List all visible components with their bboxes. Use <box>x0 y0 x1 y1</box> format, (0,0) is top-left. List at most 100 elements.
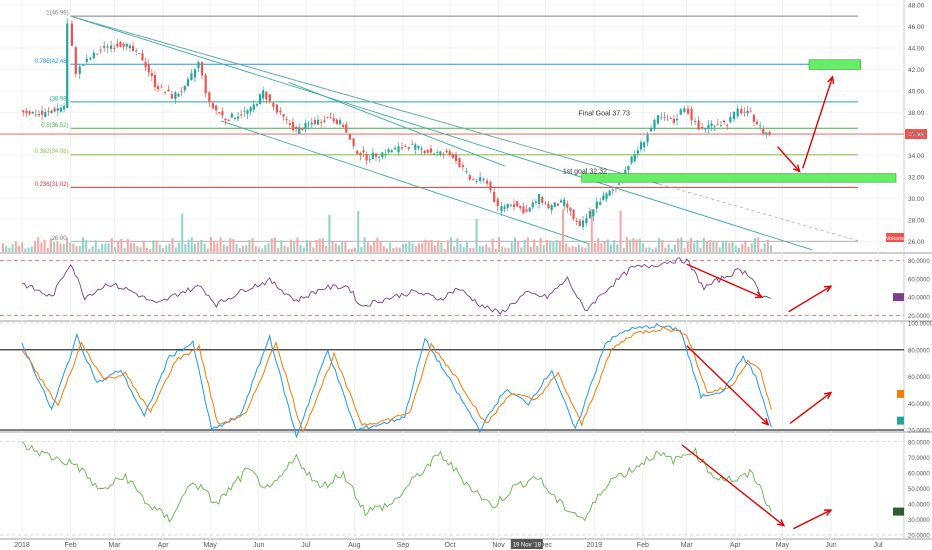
volume-bar <box>248 240 251 252</box>
volume-bar <box>763 243 766 252</box>
volume-bar <box>629 239 632 252</box>
volume-bar <box>88 248 91 252</box>
volume-bar <box>120 239 123 252</box>
candle-body <box>740 109 743 114</box>
volume-bar <box>94 240 97 252</box>
candle-body <box>28 111 31 114</box>
candle-body <box>519 205 522 208</box>
candle-body <box>630 156 633 164</box>
candle-body <box>275 104 278 113</box>
candle-body <box>578 220 581 226</box>
volume-bar <box>178 243 180 252</box>
candle-body <box>255 103 258 106</box>
volume-bar <box>184 244 187 252</box>
volume-bar <box>350 248 353 252</box>
candle-body <box>394 147 397 150</box>
volume-bar <box>382 246 385 252</box>
candle-body <box>345 124 348 133</box>
volume-bar <box>222 244 225 252</box>
candle-body <box>445 150 448 153</box>
candle-body <box>298 127 301 134</box>
fib-level-label: 1(46.96) <box>46 11 68 17</box>
volume-bar <box>437 240 440 252</box>
volume-bar <box>619 210 622 252</box>
candle-body <box>320 122 323 124</box>
candle-body <box>500 206 503 212</box>
volume-bar <box>462 246 465 252</box>
x-tick-label: May <box>776 542 790 549</box>
x-tick-label: Dec <box>539 542 552 549</box>
price-tick-label: 40.00 <box>908 88 925 95</box>
volume-bar <box>597 238 600 252</box>
candle-body <box>461 165 465 167</box>
candle-body <box>686 108 690 114</box>
candle-body <box>368 159 371 161</box>
candle-body <box>268 94 271 102</box>
candle-body <box>442 153 445 155</box>
volume-bar <box>75 246 78 252</box>
candle-body <box>605 193 608 199</box>
stoch-forecast-arrow <box>789 391 832 424</box>
candle-body <box>128 45 132 49</box>
candle-body <box>384 153 387 155</box>
volume-bar <box>574 246 577 252</box>
volume-bar <box>2 243 4 252</box>
volume-bar <box>498 237 500 252</box>
volume-bar <box>318 238 321 252</box>
candle-body <box>356 150 359 154</box>
volume-bar <box>581 246 584 252</box>
candle-body <box>485 180 489 184</box>
x-tick-label: Feb <box>65 542 77 549</box>
candle-body <box>224 118 227 121</box>
volume-bar <box>267 243 270 252</box>
annotation-label: Final Goal 37.73 <box>579 110 630 117</box>
volume-bar <box>690 237 692 252</box>
volume-bar <box>258 247 260 252</box>
candle-body <box>381 152 384 158</box>
volume-bar <box>696 239 699 252</box>
x-tick-label: 2019 <box>586 542 602 549</box>
candle-body <box>489 181 492 191</box>
volume-bar <box>488 247 491 252</box>
volume-bar <box>411 243 414 252</box>
volume-bar <box>430 239 433 252</box>
x-tick-label: Apr <box>730 542 742 549</box>
candle-body <box>141 53 144 61</box>
candle-body <box>581 220 585 227</box>
volume-bar <box>312 247 315 252</box>
forecast-arrow-down-head <box>792 164 801 173</box>
candle-body <box>359 153 362 156</box>
volume-bar <box>651 248 654 252</box>
candle-body <box>569 207 572 211</box>
candle-body <box>50 110 53 114</box>
volume-bar <box>536 246 539 252</box>
candle-body <box>768 132 771 135</box>
rsi-tag <box>893 293 904 302</box>
price-pane: 1(46.96) 0.786(42.48) (38.98) 0.5(36.52) 0.3… <box>0 11 927 252</box>
candle-body <box>525 209 528 212</box>
volume-bar <box>693 242 696 252</box>
mfi-forecast-arrow <box>793 509 832 530</box>
volume-bar <box>664 247 667 252</box>
candle-body <box>44 111 47 118</box>
volume-bar <box>635 239 638 252</box>
candle-body <box>131 46 135 51</box>
candle-body <box>426 150 429 153</box>
candle-body <box>563 199 566 207</box>
volume-bar <box>11 244 14 252</box>
volume-bar <box>539 237 542 252</box>
volume-bar <box>91 246 94 252</box>
volume-bar <box>594 242 596 252</box>
candle-body <box>482 178 485 180</box>
volume-bar <box>322 238 324 252</box>
volume-bar <box>667 244 670 252</box>
candle-body <box>96 53 99 55</box>
volume-bar <box>715 242 718 252</box>
volume-bar <box>562 209 564 252</box>
price-tick-label: 44.00 <box>908 45 925 52</box>
candle-body <box>575 220 578 222</box>
volume-bar <box>142 241 145 252</box>
candle-body <box>722 120 726 123</box>
candle-body <box>183 85 186 91</box>
price-tick-label: 32.00 <box>908 174 925 181</box>
